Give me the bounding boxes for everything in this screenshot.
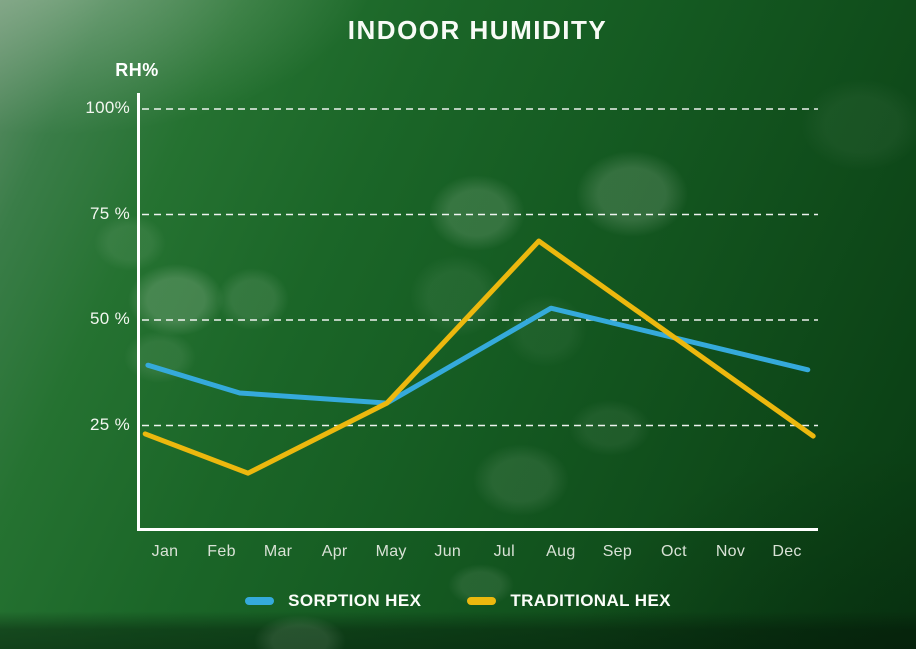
y-tick-label-50: 50 % [90, 309, 130, 328]
series-line-sorption-hex [145, 305, 811, 406]
x-tick-label-aug: Aug [546, 543, 576, 560]
chart-svg [137, 93, 818, 531]
legend-item-traditional-hex: TRADITIONAL HEX [467, 591, 671, 611]
plot-area [137, 89, 818, 531]
chart-legend: SORPTION HEX TRADITIONAL HEX [0, 591, 916, 611]
x-tick-label-jul: Jul [493, 543, 515, 560]
x-tick-label-mar: Mar [263, 543, 293, 560]
x-tick-label-nov: Nov [715, 543, 746, 560]
legend-swatch-icon [245, 597, 275, 605]
x-tick-label-oct: Oct [661, 543, 687, 560]
chart-title: INDOOR HUMIDITY [347, 15, 608, 45]
x-tick-label-sep: Sep [602, 543, 633, 560]
legend-item-sorption-hex: SORPTION HEX [245, 591, 421, 611]
y-tick-label-75: 75 % [90, 203, 130, 223]
x-tick-label-apr: Apr [321, 543, 348, 560]
x-tick-label-dec: Dec [772, 543, 802, 560]
legend-swatch-icon [467, 597, 497, 605]
bokeh-blob [254, 615, 346, 649]
bokeh-blob [801, 79, 916, 171]
legend-label: SORPTION HEX [288, 591, 422, 610]
x-tick-label-feb: Feb [207, 543, 236, 560]
x-tick-label-jan: Jan [151, 543, 179, 560]
y-tick-label-100: 100% [85, 98, 130, 117]
y-axis-unit-label: RH% [115, 60, 159, 80]
y-tick-label-25: 25 % [90, 414, 130, 434]
series-line-traditional-hex [142, 238, 816, 476]
x-tick-label-jun: Jun [434, 543, 462, 560]
x-tick-label-may: May [375, 543, 407, 560]
legend-label: TRADITIONAL HEX [510, 591, 671, 610]
